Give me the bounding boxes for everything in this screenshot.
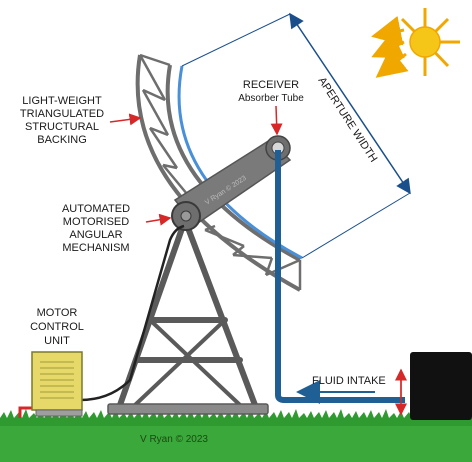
mechanism-label-line-2: MOTORISED [63,216,129,228]
aperture-label: APERTURE WIDTH [315,75,379,164]
mechanism-label: AUTOMATED MOTORISED ANGULAR MECHANISM [62,203,130,254]
backing-label: LIGHT-WEIGHT TRIANGULATED STRUCTURAL BAC… [20,95,104,146]
receiver-label-title: RECEIVER [243,79,299,91]
mechanism-label-line-1: AUTOMATED [62,203,130,215]
credit-text: V Ryan © 2023 [140,434,208,445]
mechanism-pointer [145,213,172,226]
receiver-label: RECEIVER Absorber Tube [238,79,304,104]
backing-label-line-2: TRIANGULATED [20,108,104,120]
frame-base [107,403,269,415]
ground [0,409,472,462]
motor-label-line-1: MOTOR [37,307,78,319]
control-cable [79,224,185,402]
parabolic-mirror [177,65,303,260]
backing-label-line-4: BACKING [37,134,87,146]
mechanism-label-line-4: MECHANISM [62,242,129,254]
pivot-mechanism [171,201,201,231]
fluid-pipe [275,150,405,403]
motor-label: MOTOR CONTROL UNIT [30,307,84,347]
backing-pointer [109,113,142,126]
trough-backing [135,53,302,292]
pump-unit-icon [410,352,472,420]
backing-label-line-1: LIGHT-WEIGHT [22,95,102,107]
receiver-pointer [270,105,283,136]
backing-label-line-3: STRUCTURAL [25,121,99,133]
fluid-intake-label: FLUID INTAKE [312,375,386,387]
motor-control-unit-icon [31,351,83,417]
mechanism-label-line-3: ANGULAR [69,229,122,241]
receiver-label-sub: Absorber Tube [238,93,304,104]
sun-icon [371,8,460,78]
motor-label-line-3: UNIT [44,335,70,347]
motor-label-line-2: CONTROL [30,321,84,333]
aperture-dimension: APERTURE WIDTH [181,12,411,259]
